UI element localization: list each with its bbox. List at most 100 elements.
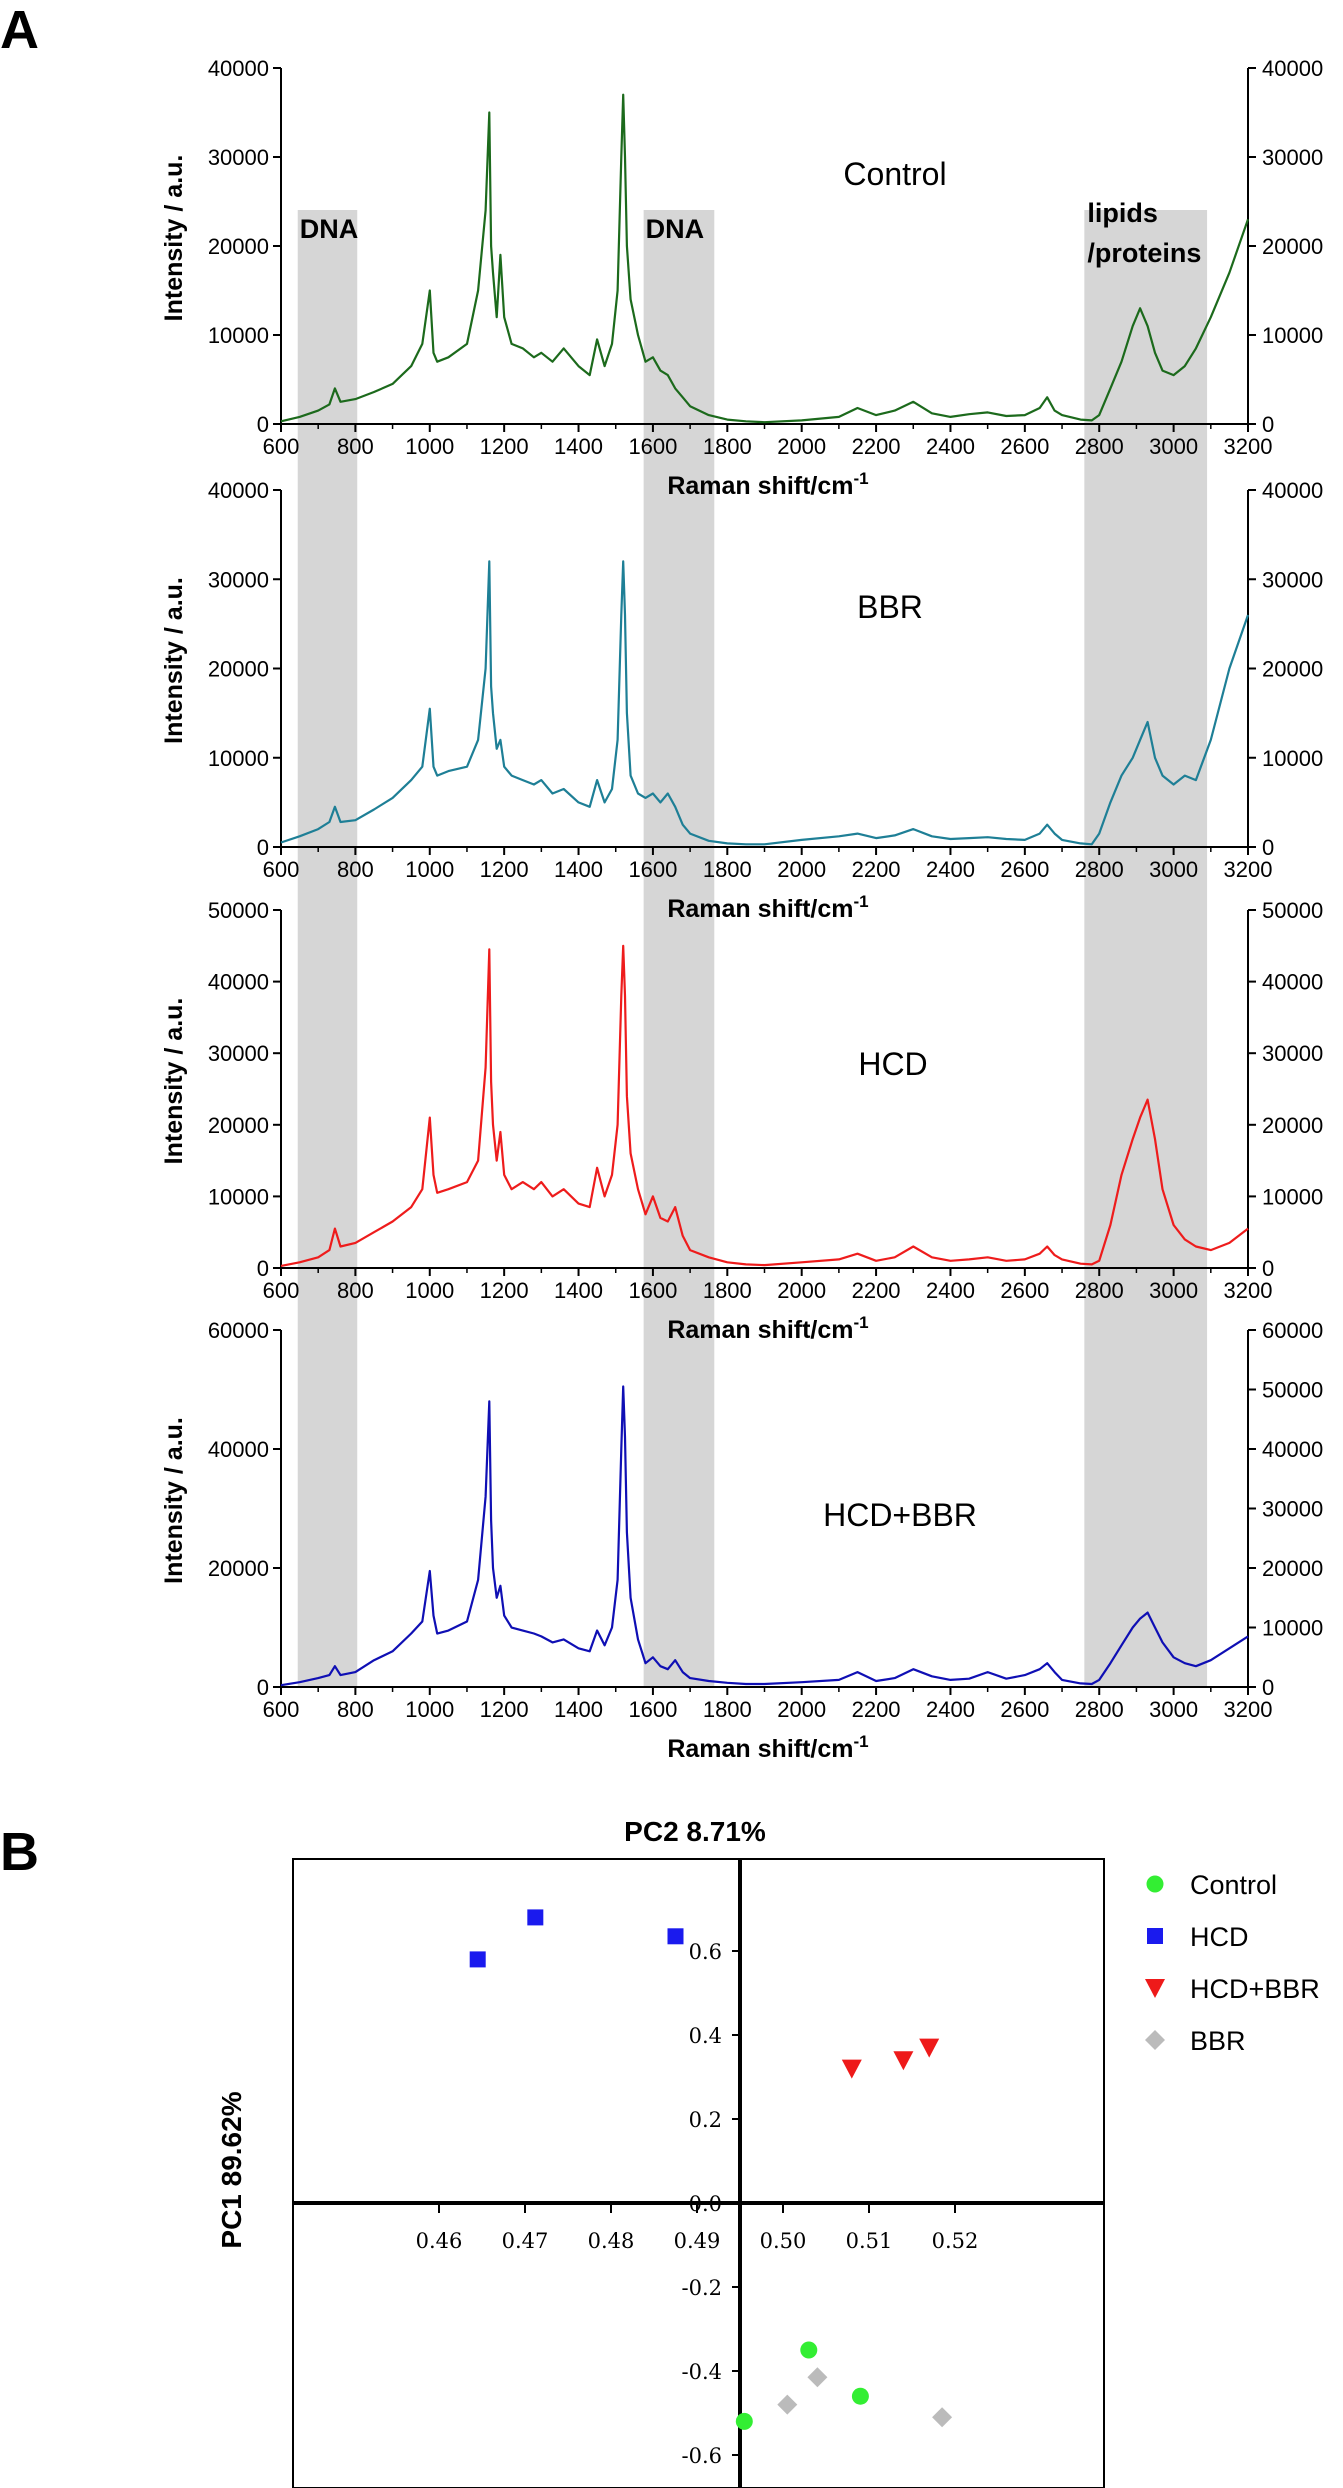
y-tick-label-right: 60000: [1262, 1318, 1323, 1343]
legend-marker-hcd-bbr: [1145, 1979, 1165, 1998]
x-tick-label: 1800: [703, 857, 752, 882]
y-tick-label-left: 50000: [208, 898, 269, 923]
pca-x-tick-label: 0.49: [674, 2229, 721, 2253]
x-axis-label-superscript: -1: [854, 892, 869, 911]
x-axis-label-superscript: -1: [854, 1313, 869, 1332]
region-label: lipids: [1087, 198, 1158, 228]
pca-y-tick-label: 0.0: [689, 2192, 722, 2216]
x-tick-label: 3200: [1224, 857, 1273, 882]
sample-label: HCD+BBR: [823, 1497, 977, 1533]
spectrum-chart-4: 600 800 1000 1200 1400 1600 1800 2000 2200 2400 26…: [160, 1318, 1323, 1763]
x-tick-label: 1400: [554, 1697, 603, 1722]
pca-x-tick-label: 0.46: [416, 2229, 463, 2253]
x-tick-label: 800: [337, 857, 374, 882]
x-axis-label-text: Raman shift/cm: [667, 895, 853, 923]
pca-x-tick-label: 0.47: [502, 2229, 549, 2253]
x-tick-label: 1600: [628, 1278, 677, 1303]
x-tick-label: 2000: [777, 434, 826, 459]
x-tick-label: 2800: [1075, 1278, 1124, 1303]
y-tick-label-right: 30000: [1262, 1041, 1323, 1066]
x-tick-label: 1600: [628, 1697, 677, 1722]
y-tick-label-left: 20000: [208, 234, 269, 259]
x-tick-label: 1800: [703, 1697, 752, 1722]
y-tick-label-right: 10000: [1262, 746, 1323, 771]
x-tick-label: 3000: [1149, 1697, 1198, 1722]
y-tick-label-right: 30000: [1262, 145, 1323, 170]
x-axis-label-text: Raman shift/cm: [667, 1735, 853, 1763]
x-tick-label: 1200: [480, 434, 529, 459]
x-tick-label: 600: [263, 434, 300, 459]
y-tick-label-right: 20000: [1262, 1556, 1323, 1581]
legend-label-control: Control: [1190, 1870, 1277, 1900]
x-tick-label: 3000: [1149, 857, 1198, 882]
x-tick-label: 2000: [777, 857, 826, 882]
pca-y-tick-label: -0.2: [682, 2276, 723, 2300]
y-tick-label-right: 40000: [1262, 56, 1323, 81]
pca-point-hcd-bbr: [893, 2051, 914, 2071]
y-tick-label-right: 30000: [1262, 567, 1323, 592]
spectrum-line-hcd: [280, 944, 1249, 1267]
pca-x-title: PC2 8.71%: [624, 1816, 766, 1847]
x-tick-label: 2800: [1075, 434, 1124, 459]
pca-point-hcd: [527, 1909, 544, 1926]
x-tick-label: 1200: [480, 1697, 529, 1722]
y-tick-label-left: 40000: [208, 1437, 269, 1462]
y-tick-label-right: 0: [1262, 1675, 1274, 1700]
y-tick-label-right: 40000: [1262, 478, 1323, 503]
x-axis-label-superscript: -1: [854, 1732, 869, 1751]
pca-point-hcd: [469, 1951, 486, 1968]
x-tick-label: 2400: [926, 857, 975, 882]
pca-point-hcd-bbr: [919, 2038, 940, 2058]
x-tick-label: 2000: [777, 1697, 826, 1722]
x-tick-label: 2600: [1000, 1697, 1049, 1722]
x-tick-label: 2200: [852, 857, 901, 882]
x-tick-label: 600: [263, 1278, 300, 1303]
sample-label: Control: [843, 156, 946, 192]
pca-y-title: PC1 89.62%: [216, 2091, 247, 2248]
y-tick-label-right: 40000: [1262, 970, 1323, 995]
y-tick-label-left: 0: [257, 1675, 269, 1700]
x-tick-label: 800: [337, 1278, 374, 1303]
y-tick-label-right: 20000: [1262, 657, 1323, 682]
x-axis-label: Raman shift/cm-1: [667, 469, 868, 500]
y-tick-label-left: 20000: [208, 657, 269, 682]
spectrum-line-hcd-bbr: [280, 1385, 1249, 1687]
x-tick-label: 1800: [703, 434, 752, 459]
y-tick-label-left: 10000: [208, 1184, 269, 1209]
legend-marker-hcd: [1147, 1928, 1163, 1944]
pca-point-hcd-bbr: [841, 2059, 862, 2079]
y-tick-label-right: 20000: [1262, 1113, 1323, 1138]
y-axis-label: Intensity / a.u.: [160, 998, 188, 1165]
x-tick-label: 2400: [926, 434, 975, 459]
legend-label-hcd: HCD: [1190, 1922, 1249, 1952]
sample-label: HCD: [858, 1046, 927, 1082]
spectrum-chart-2: 600 800 1000 1200 1400 1600 1800 2000 2200 2400 26…: [160, 478, 1323, 923]
x-tick-label: 2600: [1000, 857, 1049, 882]
x-tick-label: 3200: [1224, 1278, 1273, 1303]
x-tick-label: 1400: [554, 434, 603, 459]
y-tick-label-left: 0: [257, 835, 269, 860]
region-label: DNA: [300, 214, 359, 244]
legend-label-hcd-bbr: HCD+BBR: [1190, 1974, 1320, 2004]
y-tick-label-left: 40000: [208, 970, 269, 995]
legend-label-bbr: BBR: [1190, 2026, 1246, 2056]
x-axis-label: Raman shift/cm-1: [667, 1313, 868, 1344]
x-tick-label: 2800: [1075, 857, 1124, 882]
y-tick-label-left: 30000: [208, 145, 269, 170]
pca-point-bbr: [777, 2394, 798, 2415]
spectrum-line-bbr: [280, 560, 1250, 846]
y-tick-label-right: 30000: [1262, 1497, 1323, 1522]
y-tick-label-left: 0: [257, 412, 269, 437]
y-tick-label-right: 0: [1262, 835, 1274, 860]
y-tick-label-left: 40000: [208, 478, 269, 503]
shaded-region-1: [643, 210, 715, 1687]
x-tick-label: 3200: [1224, 1697, 1273, 1722]
pca-y-tick-label: -0.6: [682, 2444, 723, 2468]
y-tick-label-right: 0: [1262, 1256, 1274, 1281]
x-tick-label: 1800: [703, 1278, 752, 1303]
pca-point-hcd: [667, 1928, 684, 1945]
x-tick-label: 600: [263, 1697, 300, 1722]
y-tick-label-left: 20000: [208, 1113, 269, 1138]
pca-score-plot: 0.46 0.47 0.48 0.49 0.50 0.51 0.52 -0.6 -0.4 -0.2…: [216, 1816, 1320, 2488]
